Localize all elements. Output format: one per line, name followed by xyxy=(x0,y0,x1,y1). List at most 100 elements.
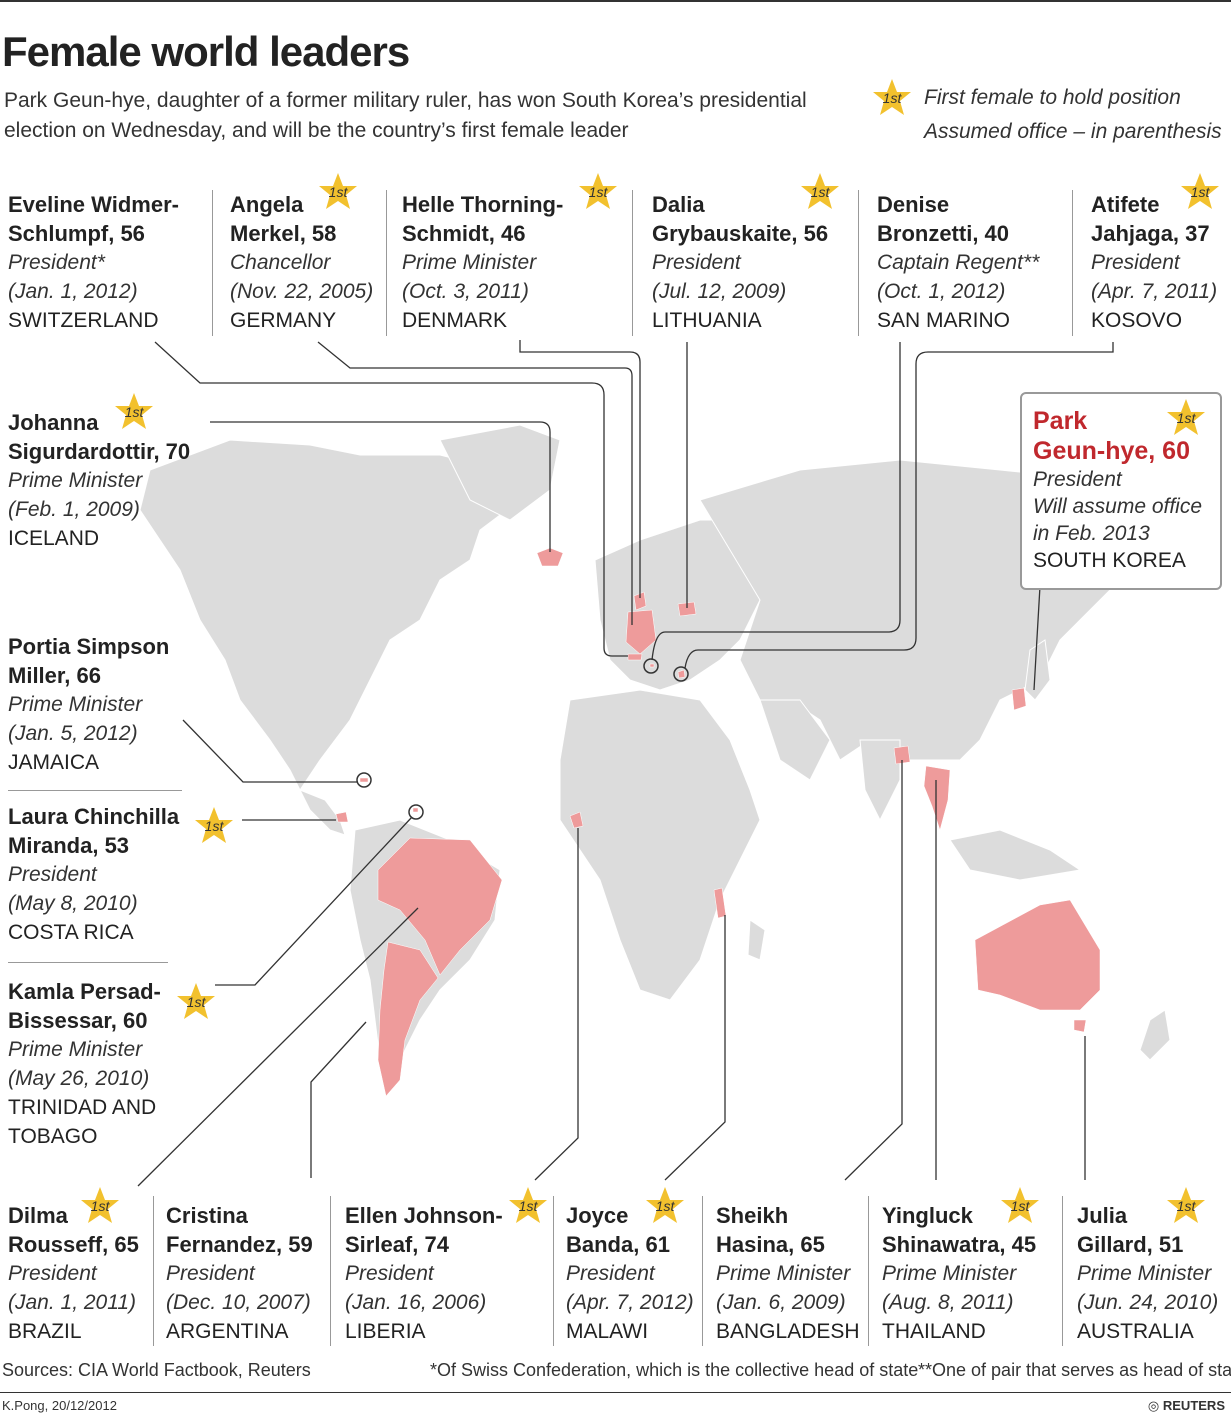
leader-country: ARGENTINA xyxy=(166,1320,289,1343)
iceland-connector xyxy=(210,421,551,552)
leader-role: Prime Minister xyxy=(8,693,143,716)
page-title: Female world leaders xyxy=(2,28,410,75)
iceland-highlight xyxy=(536,547,564,567)
japan-landmass xyxy=(1024,639,1051,701)
germany-highlight xyxy=(625,609,657,655)
separator xyxy=(858,190,859,336)
leader-name: Park Geun-hye, 60 xyxy=(1033,407,1190,465)
india-landmass xyxy=(859,739,901,822)
leader-lithuania: Dalia Grybauskaite, 56 President (Jul. 1… xyxy=(652,190,828,335)
leader-name: Dilma Rousseff, 65 xyxy=(8,1203,139,1257)
leader-country: SAN MARINO xyxy=(877,309,1011,332)
leader-role: Prime Minister xyxy=(882,1262,1017,1285)
leader-name: Cristina Fernandez, 59 xyxy=(166,1203,313,1257)
leader-date: (Jan. 5, 2012) xyxy=(8,722,138,745)
leader-date: (Oct. 1, 2012) xyxy=(877,280,1006,303)
brazil-connector xyxy=(137,907,419,1187)
leader-role: President xyxy=(1091,251,1180,274)
leader-date: (Jul. 12, 2009) xyxy=(652,280,787,303)
top-rule xyxy=(0,0,1231,2)
bangladesh-connector xyxy=(844,760,903,1181)
leader-date: (Jan. 1, 2012) xyxy=(8,280,138,303)
leader-bangladesh: Sheikh Hasina, 65 Prime Minister (Jan. 6… xyxy=(716,1201,860,1346)
leader-san-marino: Denise Bronzetti, 40 Captain Regent** (O… xyxy=(877,190,1039,335)
argentina-connector xyxy=(310,1021,367,1178)
madagascar-landmass xyxy=(747,919,766,961)
leader-date: Will assume office xyxy=(1033,495,1203,518)
leader-role: President xyxy=(8,1262,97,1285)
first-female-star-icon: 1st xyxy=(194,806,234,846)
jamaica-highlight xyxy=(359,777,369,783)
first-female-star-icon: 1st xyxy=(114,392,154,432)
lithuania-highlight xyxy=(677,601,697,617)
leader-country: MALAWI xyxy=(566,1320,649,1343)
leader-date: (Apr. 7, 2011) xyxy=(1091,280,1218,303)
germany-connector xyxy=(317,341,633,625)
leader-date: (Aug. 8, 2011) xyxy=(882,1291,1014,1314)
leader-iceland: Johanna Sigurdardottir, 70 Prime Ministe… xyxy=(8,408,190,553)
leader-country: ICELAND xyxy=(8,527,100,550)
jamaica-connector xyxy=(182,719,357,783)
leader-australia: Julia Gillard, 51 Prime Minister (Jun. 2… xyxy=(1077,1201,1218,1346)
new-zealand-landmass xyxy=(1139,1009,1171,1061)
leader-role: President xyxy=(166,1262,255,1285)
southeast-asia-islands xyxy=(949,829,1082,881)
leader-date: (Oct. 3, 2011) xyxy=(402,280,529,303)
first-female-star-icon: 1st xyxy=(645,1186,685,1226)
first-female-star-icon: 1st xyxy=(176,982,216,1022)
leader-jamaica: Portia Simpson Miller, 66 Prime Minister… xyxy=(8,632,169,777)
liberia-connector xyxy=(534,828,579,1181)
trinidad-locator xyxy=(408,804,424,820)
legend-first-female: First female to hold position xyxy=(924,86,1181,109)
kosovo-connector xyxy=(684,342,1114,669)
leader-country: DENMARK xyxy=(402,309,508,332)
leader-date: (Nov. 22, 2005) xyxy=(230,280,374,303)
first-female-star-icon: 1st xyxy=(1000,1186,1040,1226)
central-america-landmass xyxy=(298,789,346,836)
leader-role: Prime Minister xyxy=(716,1262,851,1285)
denmark-connector xyxy=(519,340,641,598)
south-korea-highlight xyxy=(1011,687,1027,711)
leader-role: Prime Minister xyxy=(402,251,537,274)
first-female-star-icon: 1st xyxy=(80,1186,120,1226)
leader-date: (Jan. 1, 2011) xyxy=(8,1291,137,1314)
kosovo-highlight xyxy=(677,669,686,679)
leader-role: President xyxy=(566,1262,655,1285)
leader-name: Yingluck Shinawatra, 45 xyxy=(882,1203,1037,1257)
reuters-logo: ◎ REUTERS xyxy=(1148,1398,1225,1414)
separator xyxy=(8,962,168,963)
leader-country: SOUTH KOREA xyxy=(1033,549,1186,572)
leader-date: (Jan. 6, 2009) xyxy=(716,1291,846,1314)
leader-name: Atifete Jahjaga, 37 xyxy=(1091,192,1210,246)
brazil-highlight xyxy=(377,837,503,976)
leader-name: Ellen Johnson- Sirleaf, 74 xyxy=(345,1203,503,1257)
leader-name: Dalia Grybauskaite, 56 xyxy=(652,192,829,246)
leader-name: Kamla Persad- Bissessar, 60 xyxy=(8,979,161,1033)
leader-name: Laura Chinchilla Miranda, 53 xyxy=(8,804,180,858)
subtitle: Park Geun-hye, daughter of a former mili… xyxy=(4,89,807,142)
leader-germany: Angela Merkel, 58 Chancellor (Nov. 22, 2… xyxy=(230,190,373,335)
leader-name: Portia Simpson Miller, 66 xyxy=(8,634,170,688)
leader-name: Angela Merkel, 58 xyxy=(230,192,337,246)
san-marino-footnote: **One of pair that serves as head of sta… xyxy=(918,1360,1231,1380)
separator xyxy=(212,190,213,336)
leader-role: Prime Minister xyxy=(8,469,143,492)
leader-country: BRAZIL xyxy=(8,1320,82,1343)
separator xyxy=(8,790,182,791)
leader-thailand: Yingluck Shinawatra, 45 Prime Minister (… xyxy=(882,1201,1036,1346)
san-marino-highlight xyxy=(649,663,655,668)
separator xyxy=(1072,190,1073,336)
leader-country: LIBERIA xyxy=(345,1320,426,1343)
switzerland-highlight xyxy=(627,653,643,661)
leader-date: (May 8, 2010) xyxy=(8,892,138,915)
legend-star-icon: 1st xyxy=(872,78,912,118)
africa-landmass xyxy=(559,689,761,1001)
leader-country: AUSTRALIA xyxy=(1077,1320,1194,1343)
leader-liberia: Ellen Johnson- Sirleaf, 74 President (Ja… xyxy=(345,1201,503,1346)
leader-role: Prime Minister xyxy=(1077,1262,1212,1285)
leader-role: President xyxy=(1033,468,1122,491)
credit-line: K.Pong, 20/12/2012 xyxy=(2,1398,117,1413)
first-female-star-icon: 1st xyxy=(578,172,618,212)
first-female-star-icon: 1st xyxy=(1166,398,1206,438)
leader-country: THAILAND xyxy=(882,1320,986,1343)
